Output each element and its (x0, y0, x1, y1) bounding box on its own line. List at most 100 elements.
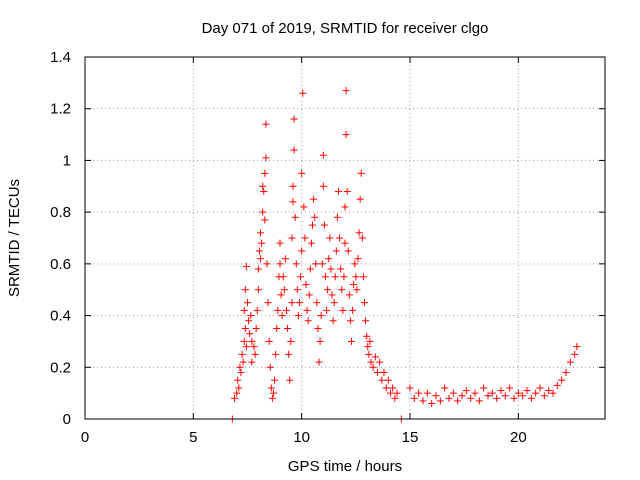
data-point (432, 392, 440, 400)
data-point (462, 387, 470, 395)
data-point (484, 392, 492, 400)
data-point (333, 213, 341, 221)
data-point (290, 146, 298, 154)
data-point (265, 337, 273, 345)
data-point (285, 350, 293, 358)
data-point (374, 368, 381, 376)
data-point (313, 299, 321, 307)
data-point (245, 317, 253, 325)
data-point (311, 213, 319, 221)
data-point (406, 384, 414, 392)
data-point (341, 203, 349, 211)
y-tick-label: 0.6 (50, 256, 71, 273)
data-point (261, 216, 269, 224)
data-point (355, 229, 363, 237)
data-point (284, 325, 292, 332)
x-tick-label: 0 (81, 429, 89, 446)
data-point (553, 381, 561, 389)
data-point (231, 394, 238, 402)
data-point (325, 255, 333, 263)
data-point (246, 330, 254, 338)
data-point (331, 273, 339, 281)
data-point (273, 325, 281, 332)
data-point (389, 384, 397, 392)
data-point (257, 229, 264, 237)
data-point (250, 343, 258, 351)
data-point (380, 368, 388, 376)
data-point (278, 312, 286, 320)
data-point (263, 260, 271, 268)
data-point (359, 273, 367, 281)
y-tick-label: 1 (63, 152, 71, 169)
data-point (532, 389, 540, 397)
data-point (358, 234, 366, 242)
data-point (241, 325, 249, 332)
data-point (410, 394, 418, 402)
data-point (436, 397, 444, 405)
data-point (366, 337, 374, 345)
data-point (341, 239, 349, 247)
data-point (247, 312, 255, 320)
data-point (264, 299, 272, 307)
data-point (262, 120, 270, 128)
data-point (298, 247, 306, 255)
data-point (297, 273, 305, 281)
data-point (428, 399, 436, 407)
data-point (277, 291, 285, 299)
data-point (361, 299, 368, 307)
data-point (238, 350, 246, 358)
data-point (255, 247, 263, 255)
data-point (307, 239, 315, 247)
data-point (283, 306, 290, 314)
data-point (289, 198, 297, 206)
data-point (467, 394, 475, 402)
data-point (571, 350, 579, 358)
data-point (260, 187, 268, 195)
data-point (288, 234, 296, 242)
data-point (523, 387, 531, 395)
data-point (510, 394, 518, 402)
data-point (288, 299, 296, 307)
data-point (349, 306, 357, 314)
data-point (272, 350, 280, 358)
axis-ticks (84, 56, 605, 420)
data-point (276, 260, 284, 268)
data-point (497, 387, 505, 395)
data-point (327, 265, 335, 273)
data-point (254, 286, 262, 294)
data-point (328, 291, 336, 299)
data-point (276, 239, 284, 247)
data-point (267, 384, 275, 392)
data-point (419, 397, 427, 405)
data-point (314, 325, 322, 332)
data-point (281, 255, 289, 263)
data-point (233, 389, 241, 397)
data-point (345, 291, 353, 299)
data-point (367, 358, 375, 366)
data-point (336, 234, 344, 242)
chart-title: Day 071 of 2019, SRMTID for receiver clg… (202, 20, 489, 37)
data-point (304, 317, 312, 325)
data-point (329, 317, 337, 325)
data-point (514, 389, 522, 397)
data-point (292, 260, 300, 268)
data-point (248, 358, 256, 366)
data-point (302, 281, 310, 289)
data-point (393, 389, 401, 397)
data-point (475, 397, 483, 405)
data-point (319, 182, 327, 190)
data-point (306, 265, 314, 273)
data-point (391, 394, 399, 402)
data-point (254, 265, 262, 273)
data-point (259, 208, 267, 216)
data-point (527, 394, 535, 402)
data-point (241, 286, 249, 294)
data-point (299, 89, 307, 97)
data-point (382, 384, 390, 392)
data-point (339, 306, 347, 314)
data-point (242, 343, 250, 351)
data-point (387, 389, 394, 397)
data-point (318, 260, 326, 268)
data-point (423, 389, 431, 397)
data-point (240, 306, 248, 314)
